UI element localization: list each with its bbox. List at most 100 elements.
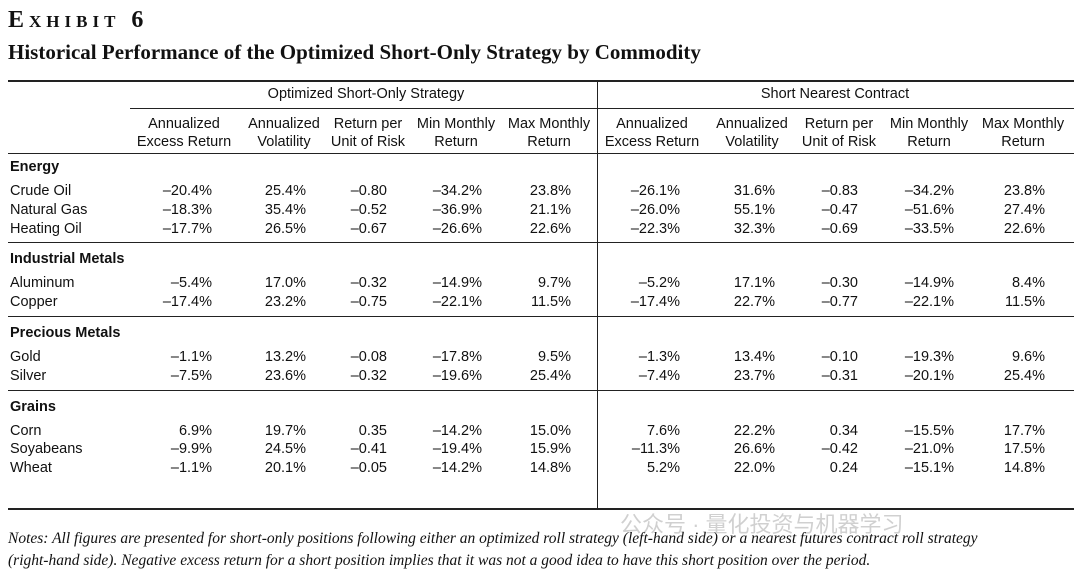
section-name: Precious Metals: [10, 325, 121, 341]
cell: 26.5%: [264, 220, 306, 237]
cell: 20.1%: [264, 460, 306, 477]
cell: –22.1%: [904, 294, 954, 311]
cell: –51.6%: [904, 201, 954, 218]
cell: 25.4%: [529, 367, 571, 384]
cell: 19.7%: [264, 422, 306, 439]
cell: 22.6%: [1003, 220, 1045, 237]
cell: 17.5%: [1003, 441, 1045, 458]
section-rule: [8, 389, 1074, 391]
section-rule: [8, 316, 1074, 317]
cell: 23.8%: [1003, 183, 1045, 199]
row-label: Gold: [10, 349, 41, 365]
cell: –0.30: [821, 275, 858, 292]
cell: 9.6%: [1011, 349, 1045, 365]
section-name: Industrial Metals: [10, 251, 125, 268]
cell: –0.32: [350, 275, 387, 292]
column-header: Return: [434, 134, 478, 150]
cell: 22.7%: [733, 294, 775, 311]
cell: –14.9%: [432, 275, 482, 292]
column-header: Volatility: [257, 134, 311, 150]
cell: –20.4%: [162, 183, 212, 199]
cell: –0.69: [821, 220, 858, 237]
cell: 9.7%: [537, 275, 571, 292]
cell: –1.1%: [170, 460, 212, 477]
group-header: Short Nearest Contract: [760, 86, 910, 102]
section-name: Grains: [10, 398, 56, 415]
cell: –17.8%: [432, 349, 482, 365]
column-header: Excess Return: [136, 134, 232, 150]
row-label: Corn: [10, 422, 42, 439]
column-header: Volatility: [725, 134, 779, 150]
cell: –0.75: [350, 294, 387, 311]
cell: 25.4%: [264, 183, 306, 199]
column-header: Unit of Risk: [801, 134, 877, 150]
row-label: Copper: [10, 294, 58, 311]
cell: –11.3%: [631, 441, 680, 458]
cell: –0.83: [821, 183, 858, 199]
column-header: Unit of Risk: [330, 134, 406, 150]
cell: –0.80: [350, 183, 387, 199]
exhibit-label: Exhibit 6: [8, 7, 149, 33]
column-header: Excess Return: [604, 134, 700, 150]
cell: 35.4%: [264, 201, 306, 218]
column-header: Annualized: [716, 116, 788, 132]
cell: –19.6%: [432, 367, 482, 384]
row-label: Soyabeans: [10, 441, 83, 458]
cell: 9.5%: [537, 349, 571, 365]
cell: –33.5%: [904, 220, 954, 237]
row-label: Natural Gas: [10, 201, 88, 218]
cell: 13.2%: [264, 349, 306, 365]
cell: –14.2%: [432, 460, 482, 477]
column-header: Return: [907, 134, 951, 150]
cell: 13.4%: [733, 349, 775, 365]
cell: –1.1%: [170, 349, 212, 365]
cell: 14.8%: [529, 460, 571, 477]
section-rule: [8, 242, 1074, 244]
cell: –26.1%: [630, 183, 680, 199]
cell: 31.6%: [733, 183, 775, 199]
cell: –0.10: [821, 349, 858, 365]
cell: 32.3%: [733, 220, 775, 237]
cell: –9.9%: [170, 441, 212, 458]
cell: 11.5%: [530, 294, 571, 311]
group-rule: [598, 108, 1074, 109]
cell: 27.4%: [1003, 201, 1045, 218]
cell: –36.9%: [432, 201, 482, 218]
cell: –15.5%: [904, 422, 954, 439]
column-header: Annualized: [248, 116, 320, 132]
row-label: Crude Oil: [10, 183, 72, 199]
cell: –15.1%: [904, 460, 954, 477]
title: Historical Performance of the Optimized …: [8, 40, 701, 64]
cell: –0.67: [350, 220, 387, 237]
cell: 6.9%: [178, 422, 212, 439]
group-rule: [130, 108, 597, 109]
row-label: Aluminum: [10, 275, 75, 292]
header-rule: [8, 153, 1074, 154]
cell: 23.2%: [264, 294, 306, 311]
cell: –7.4%: [638, 367, 680, 384]
cell: 17.7%: [1003, 422, 1045, 439]
cell: –0.42: [821, 441, 858, 458]
cell: –1.3%: [638, 349, 680, 365]
column-header: Return per: [333, 116, 403, 132]
cell: 55.1%: [733, 201, 775, 218]
cell: –20.1%: [904, 367, 954, 384]
cell: –19.4%: [432, 441, 482, 458]
column-header: Max Monthly: [981, 116, 1065, 132]
column-header: Return per: [804, 116, 874, 132]
cell: –17.4%: [630, 294, 680, 311]
cell: –22.1%: [432, 294, 482, 311]
cell: –18.3%: [162, 201, 212, 218]
top-rule: [8, 80, 1074, 82]
cell: –0.05: [350, 460, 387, 477]
column-header: Min Monthly: [889, 116, 969, 132]
column-header: Max Monthly: [507, 116, 591, 132]
cell: –0.41: [350, 441, 387, 458]
cell: –26.0%: [630, 201, 680, 218]
row-label: Wheat: [10, 460, 52, 477]
watermark: 公众号 · 量化投资与机器学习: [620, 512, 904, 537]
cell: 15.0%: [529, 422, 571, 439]
cell: –21.0%: [904, 441, 954, 458]
cell: 17.0%: [264, 275, 306, 292]
cell: 22.6%: [529, 220, 571, 237]
